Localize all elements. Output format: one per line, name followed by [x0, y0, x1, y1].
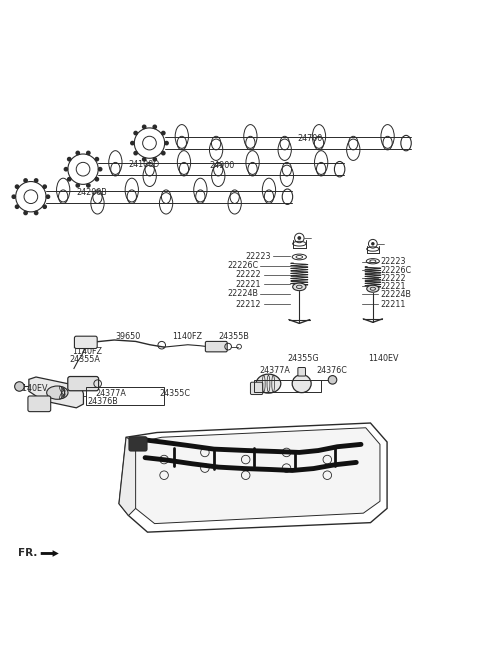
- Text: 1140FZ: 1140FZ: [72, 347, 102, 356]
- Circle shape: [130, 141, 135, 145]
- Circle shape: [15, 204, 19, 209]
- Circle shape: [86, 151, 91, 155]
- Circle shape: [152, 124, 157, 129]
- Circle shape: [142, 157, 146, 162]
- Circle shape: [23, 178, 28, 183]
- Text: 24200B: 24200B: [76, 188, 107, 198]
- Circle shape: [142, 124, 146, 129]
- Circle shape: [42, 204, 47, 209]
- Ellipse shape: [367, 286, 379, 292]
- Text: 24376B: 24376B: [87, 397, 118, 406]
- Circle shape: [15, 184, 19, 189]
- Circle shape: [328, 375, 337, 384]
- Text: 22226C: 22226C: [227, 261, 258, 270]
- Circle shape: [86, 183, 91, 188]
- Circle shape: [42, 184, 47, 189]
- Circle shape: [34, 178, 38, 183]
- Text: 22221: 22221: [380, 282, 406, 291]
- Text: 24376C: 24376C: [316, 366, 347, 375]
- Text: 22222: 22222: [380, 274, 406, 283]
- Circle shape: [12, 194, 16, 199]
- FancyBboxPatch shape: [205, 342, 227, 352]
- Text: 1140EV: 1140EV: [17, 384, 48, 393]
- Polygon shape: [41, 550, 59, 557]
- Text: 24355C: 24355C: [159, 389, 191, 398]
- Circle shape: [67, 177, 72, 182]
- FancyBboxPatch shape: [251, 382, 263, 395]
- FancyBboxPatch shape: [28, 396, 51, 412]
- Text: 24355B: 24355B: [219, 332, 250, 340]
- Text: 1140FZ: 1140FZ: [172, 332, 202, 341]
- Text: 22223: 22223: [245, 252, 271, 260]
- Text: 24377A: 24377A: [96, 389, 126, 398]
- Circle shape: [95, 157, 99, 161]
- Text: 22224B: 22224B: [227, 290, 258, 299]
- Circle shape: [46, 194, 50, 199]
- Text: 22211: 22211: [380, 300, 405, 309]
- Text: 22212: 22212: [236, 300, 261, 309]
- Circle shape: [161, 151, 166, 155]
- Circle shape: [34, 211, 38, 215]
- Polygon shape: [29, 377, 84, 408]
- Circle shape: [75, 183, 80, 188]
- Bar: [86, 387, 164, 405]
- Text: 24700: 24700: [297, 134, 322, 143]
- Text: 22223: 22223: [380, 257, 406, 266]
- FancyBboxPatch shape: [298, 368, 305, 376]
- Text: 22221: 22221: [236, 280, 261, 289]
- Text: FR.: FR.: [18, 549, 37, 559]
- Circle shape: [95, 177, 99, 182]
- Ellipse shape: [293, 283, 306, 291]
- Circle shape: [98, 167, 103, 172]
- FancyBboxPatch shape: [129, 437, 147, 451]
- Text: 39650: 39650: [115, 332, 140, 341]
- Circle shape: [64, 167, 68, 172]
- FancyBboxPatch shape: [68, 377, 98, 391]
- Polygon shape: [129, 428, 380, 524]
- Circle shape: [164, 141, 169, 145]
- Ellipse shape: [292, 375, 311, 393]
- Circle shape: [75, 151, 80, 155]
- Polygon shape: [119, 437, 136, 516]
- Bar: [254, 380, 321, 392]
- FancyBboxPatch shape: [74, 336, 97, 348]
- Circle shape: [23, 211, 28, 215]
- Text: 24355A: 24355A: [69, 356, 100, 364]
- Circle shape: [133, 151, 138, 155]
- Ellipse shape: [256, 374, 281, 393]
- Text: 22224B: 22224B: [380, 290, 411, 299]
- Text: 22226C: 22226C: [380, 266, 411, 275]
- Circle shape: [14, 382, 24, 391]
- Circle shape: [152, 157, 157, 162]
- Text: 1140EV: 1140EV: [368, 354, 398, 364]
- Text: 24100D: 24100D: [129, 160, 160, 169]
- Circle shape: [133, 131, 138, 136]
- Circle shape: [371, 242, 374, 245]
- Text: 22222: 22222: [236, 270, 261, 280]
- Text: 24355G: 24355G: [288, 354, 319, 364]
- Circle shape: [67, 157, 72, 161]
- Circle shape: [161, 131, 166, 136]
- Text: 24377A: 24377A: [259, 366, 290, 375]
- Text: 24900: 24900: [209, 161, 234, 170]
- Circle shape: [298, 236, 301, 240]
- Ellipse shape: [47, 386, 68, 399]
